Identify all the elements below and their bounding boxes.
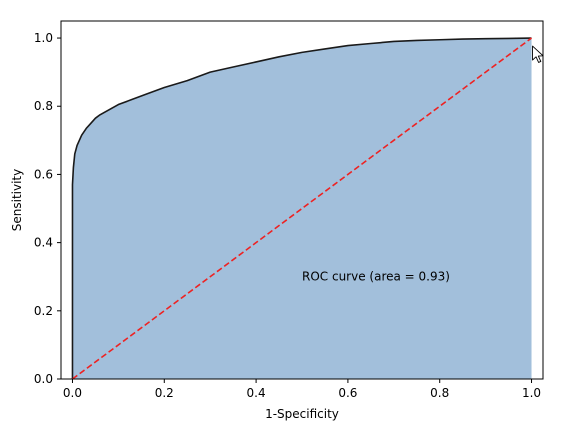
x-tick-label: 0.2 (155, 386, 174, 400)
x-tick-label: 0.6 (338, 386, 357, 400)
roc-curve-layer (71, 37, 532, 379)
plot-frame (60, 20, 544, 380)
y-tick-label: 1.0 (34, 31, 53, 45)
y-tick-label: 0.8 (34, 99, 53, 113)
y-tick-label: 0.4 (34, 236, 53, 250)
y-axis-label: Sensitivity (10, 169, 24, 231)
roc-curve-line (71, 37, 532, 379)
roc-area-annotation: ROC curve (area = 0.93) (302, 270, 450, 284)
x-tick-label: 0.0 (63, 386, 82, 400)
y-tick-label: 0.0 (34, 372, 53, 386)
x-tick-label: 1.0 (522, 386, 541, 400)
diagonal-reference-line (71, 37, 533, 380)
x-ticks: 0.0 0.2 0.4 0.6 0.8 1.0 (63, 379, 541, 400)
y-tick-label: 0.2 (34, 304, 53, 318)
x-tick-label: 0.8 (430, 386, 449, 400)
x-tick-label: 0.4 (247, 386, 266, 400)
y-ticks: 0.0 0.2 0.4 0.6 0.8 1.0 (34, 31, 61, 386)
diagonal-layer (71, 37, 533, 380)
mouse-cursor-icon (532, 45, 544, 63)
x-axis-label: 1-Specificity (265, 407, 339, 421)
cursor-arrow-shape (532, 45, 544, 63)
axes-layer (60, 20, 544, 380)
y-tick-label: 0.6 (34, 167, 53, 181)
